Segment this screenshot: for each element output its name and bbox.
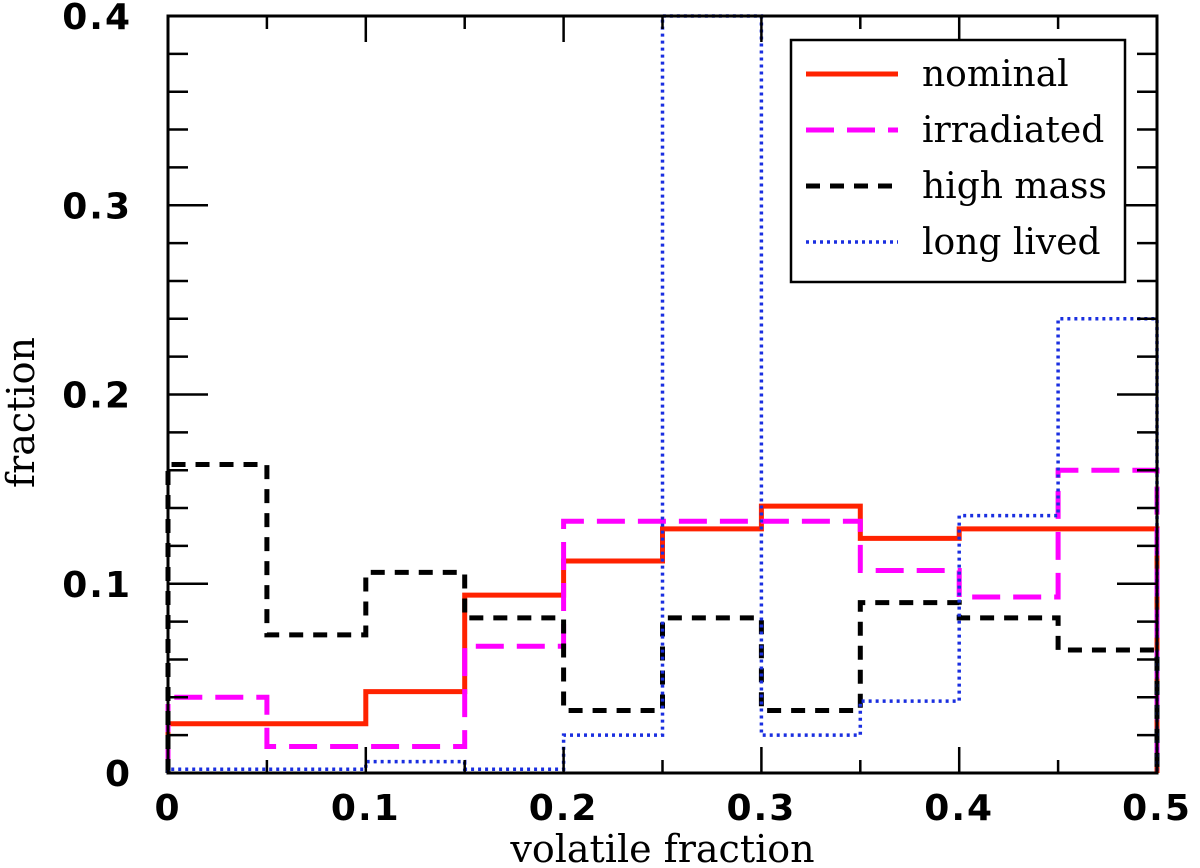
y-tick-label: 0.4 [62, 0, 132, 38]
tick-labels: 0 0.1 0.2 0.3 0.4 0.5 0 0.1 0.2 0.3 0.4 [62, 0, 1192, 829]
series-line-high-mass [165, 462, 1160, 773]
legend-label-irradiated: irradiated [922, 110, 1104, 151]
legend-box [789, 38, 1127, 284]
x-tick-label: 0.4 [924, 788, 994, 829]
y-tick-label: 0 [105, 754, 132, 795]
ticks-layer [166, 14, 1159, 775]
x-tick-label: 0.5 [1122, 788, 1192, 829]
y-tick-label: 0.3 [62, 186, 132, 227]
legend-label-high-mass: high mass [922, 166, 1107, 207]
series-line-irradiated [165, 467, 1160, 773]
x-axis-label: volatile fraction [509, 827, 814, 868]
x-tick-label: 0.3 [727, 788, 797, 829]
x-tick-label: 0.2 [529, 788, 599, 829]
x-tick-label: 0 [154, 788, 181, 829]
legend-label-nominal: nominal [922, 54, 1069, 95]
y-axis-label: fraction [0, 337, 43, 488]
legend: nominal irradiated high mass long lived [789, 38, 1127, 284]
x-tick-label: 0.1 [331, 788, 401, 829]
y-tick-label: 0.1 [62, 565, 132, 606]
y-tick-label: 0.2 [62, 376, 132, 417]
legend-label-long-lived: long lived [922, 222, 1101, 263]
